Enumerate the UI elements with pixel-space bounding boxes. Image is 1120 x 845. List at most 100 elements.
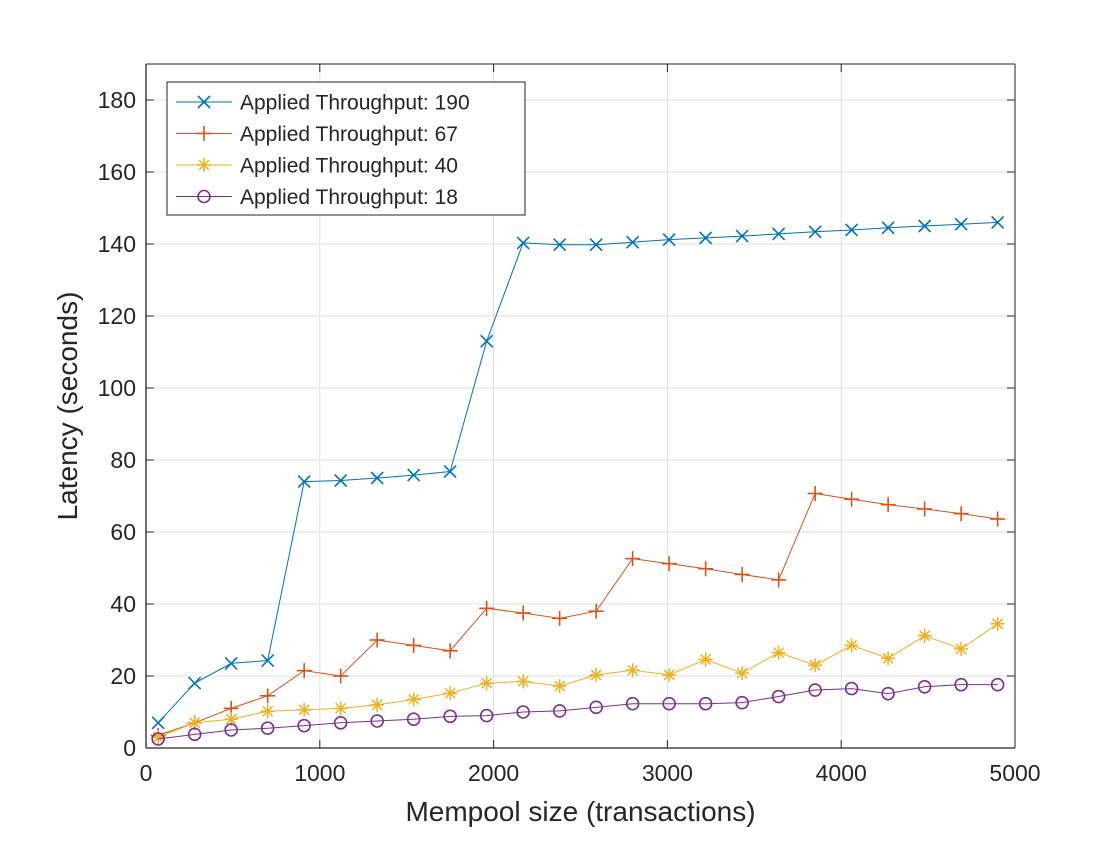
data-point <box>406 712 421 727</box>
data-point <box>698 696 713 711</box>
legend-marker <box>197 95 211 109</box>
series-line <box>157 623 998 738</box>
data-point <box>588 603 604 619</box>
data-point <box>844 638 859 653</box>
data-point <box>261 653 275 668</box>
data-point <box>807 485 823 501</box>
x-tick-label: 2000 <box>468 760 519 786</box>
data-point <box>224 656 238 670</box>
data-point <box>954 217 968 231</box>
data-point <box>552 704 567 718</box>
data-point <box>990 616 1005 631</box>
data-point <box>918 219 932 233</box>
data-point <box>881 221 895 235</box>
series-3 <box>151 677 1005 746</box>
x-axis-title: Mempool size (transactions) <box>405 796 755 827</box>
data-point <box>626 235 640 249</box>
data-point <box>297 475 311 489</box>
legend-label: Applied Throughput: 40 <box>240 155 458 178</box>
legend-marker <box>196 126 212 141</box>
data-point <box>151 732 165 746</box>
data-point <box>516 236 530 250</box>
series-group <box>150 215 1006 746</box>
data-point <box>917 679 932 694</box>
data-point <box>297 702 312 717</box>
x-tick-label: 1000 <box>294 760 345 786</box>
data-point <box>954 677 968 692</box>
y-tick-label: 120 <box>98 303 136 329</box>
x-tick-label: 0 <box>140 760 153 786</box>
data-point <box>662 667 677 682</box>
data-point <box>406 637 422 653</box>
data-point <box>625 696 640 711</box>
data-point <box>589 667 604 682</box>
data-point <box>406 692 421 707</box>
data-point <box>370 697 385 712</box>
data-point <box>260 688 276 704</box>
data-point <box>699 231 713 245</box>
data-point <box>698 652 713 667</box>
series-line <box>157 221 998 724</box>
y-tick-label: 180 <box>98 87 136 113</box>
data-point <box>334 473 348 488</box>
data-point <box>625 551 641 567</box>
series-1 <box>150 485 1006 743</box>
y-tick-label: 160 <box>98 159 136 185</box>
data-point <box>260 704 275 719</box>
data-point <box>480 334 494 348</box>
data-point <box>661 556 677 572</box>
y-axis-title: Latency (seconds) <box>52 292 83 521</box>
data-point <box>662 233 676 247</box>
data-point <box>771 689 786 704</box>
data-point <box>516 674 531 689</box>
data-point <box>479 676 494 691</box>
y-tick-label: 40 <box>110 591 136 617</box>
series-line <box>158 492 998 736</box>
data-point <box>552 610 568 626</box>
data-point <box>772 227 786 241</box>
legend-item: Applied Throughput: 40 <box>176 155 458 178</box>
y-tick-label: 80 <box>110 447 136 473</box>
data-point <box>881 686 895 701</box>
data-point <box>589 238 603 252</box>
data-point <box>808 658 823 673</box>
legend-label: Applied Throughput: 67 <box>240 123 458 146</box>
data-point <box>333 701 348 716</box>
data-point <box>991 215 1005 229</box>
data-point <box>443 709 457 724</box>
data-point <box>224 712 239 727</box>
legend-box <box>166 81 526 216</box>
series-2 <box>151 616 1005 745</box>
data-point <box>516 705 530 719</box>
data-point <box>990 511 1006 527</box>
data-point <box>990 677 1005 692</box>
data-point <box>442 643 458 659</box>
y-tick-label: 140 <box>98 231 136 257</box>
legend: Applied Throughput: 190 Applied Throughpu… <box>166 81 526 216</box>
data-point <box>880 497 896 513</box>
data-point <box>407 468 421 482</box>
data-point <box>589 700 603 715</box>
data-point <box>296 663 312 679</box>
data-point <box>954 642 969 656</box>
legend-item: Applied Throughput: 190 <box>176 92 470 115</box>
series-0 <box>151 215 1005 730</box>
legend-label: Applied Throughput: 18 <box>240 186 458 209</box>
data-point <box>553 238 567 252</box>
y-tick-label: 20 <box>110 663 136 689</box>
data-point <box>151 716 165 730</box>
data-point <box>735 229 749 243</box>
data-point <box>881 651 896 666</box>
data-point <box>443 686 458 701</box>
data-point <box>552 679 567 694</box>
data-point <box>808 225 822 239</box>
data-point <box>662 696 676 711</box>
data-point <box>187 715 202 730</box>
data-point <box>771 645 786 660</box>
data-point <box>735 695 749 710</box>
data-point <box>515 605 531 621</box>
legend-marker <box>197 189 211 204</box>
x-tick-label: 3000 <box>642 760 693 786</box>
